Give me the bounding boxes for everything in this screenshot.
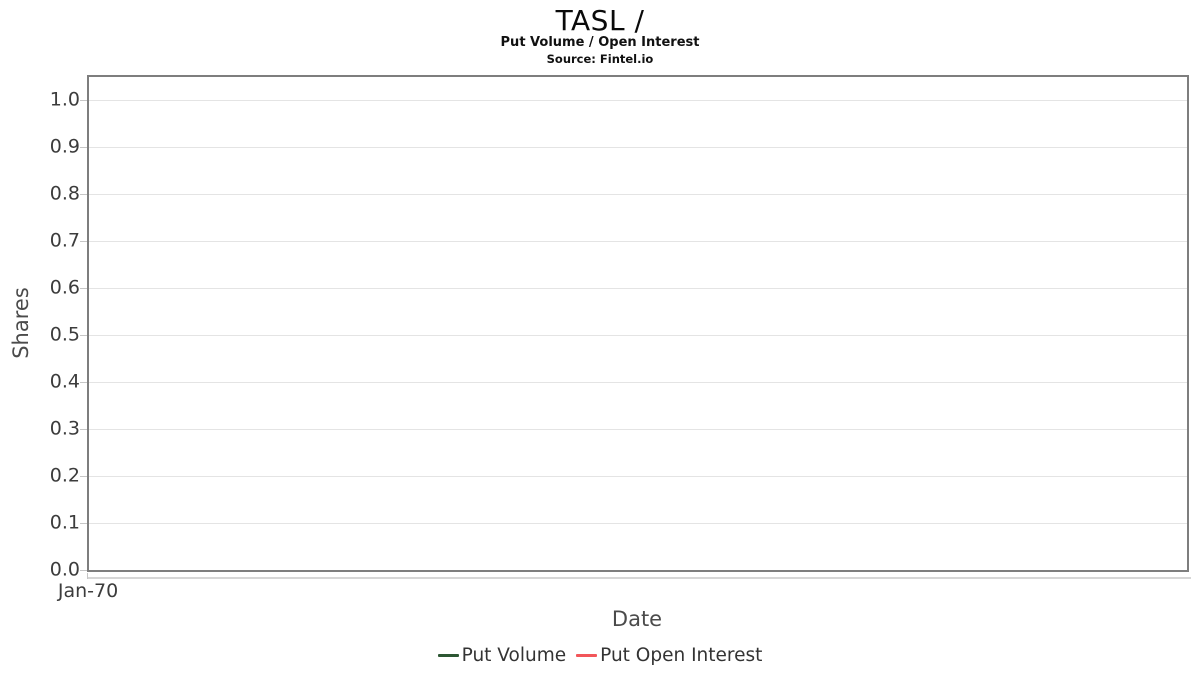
legend-item-put-open-interest[interactable]: Put Open Interest: [576, 645, 762, 666]
x-axis-title: Date: [611, 607, 663, 631]
gridline: [89, 241, 1187, 242]
y-tick-mark: [80, 194, 87, 195]
x-tick-mark: [87, 573, 88, 579]
y-tick-label: 1.0: [49, 88, 80, 111]
y-tick-label: 0.9: [49, 135, 80, 158]
y-tick-label: 0.7: [49, 229, 80, 252]
gridline: [89, 335, 1187, 336]
y-tick-mark: [80, 476, 87, 477]
legend-label: Put Volume: [461, 645, 567, 666]
gridline: [89, 523, 1187, 524]
gridline: [89, 288, 1187, 289]
chart-legend: Put Volume Put Open Interest: [0, 645, 1200, 666]
y-tick-mark: [80, 288, 87, 289]
y-tick-mark: [80, 241, 87, 242]
y-tick-label: 0.1: [49, 511, 80, 534]
y-tick-mark: [80, 570, 87, 571]
legend-label: Put Open Interest: [600, 645, 763, 666]
gridline: [89, 147, 1187, 148]
y-tick-label: 0.6: [49, 276, 80, 299]
y-tick-mark: [80, 100, 87, 101]
plot-area: [87, 75, 1189, 572]
y-tick-mark: [80, 429, 87, 430]
gridline: [89, 194, 1187, 195]
y-tick-mark: [80, 147, 87, 148]
put-volume-line-icon: [437, 654, 459, 657]
gridline: [89, 382, 1187, 383]
y-tick-mark: [80, 523, 87, 524]
legend-item-put-volume[interactable]: Put Volume: [437, 645, 567, 666]
y-tick-label: 0.8: [49, 182, 80, 205]
gridline: [89, 429, 1187, 430]
y-tick-mark: [80, 382, 87, 383]
put-open-interest-line-icon: [576, 654, 598, 657]
x-tick-label: Jan-70: [57, 580, 119, 602]
y-tick-label: 0.2: [49, 464, 80, 487]
chart-subtitle: Put Volume / Open Interest: [500, 35, 700, 50]
y-tick-mark: [80, 335, 87, 336]
chart-title: TASL /: [555, 4, 645, 37]
y-axis-title: Shares: [9, 287, 33, 359]
chart-source-label: Source: Fintel.io: [546, 52, 654, 66]
y-tick-label: 0.4: [49, 370, 80, 393]
gridline: [89, 100, 1187, 101]
x-axis-line: [87, 577, 1191, 579]
y-tick-label: 0.0: [49, 558, 80, 581]
y-tick-label: 0.3: [49, 417, 80, 440]
gridline: [89, 476, 1187, 477]
y-tick-label: 0.5: [49, 323, 80, 346]
